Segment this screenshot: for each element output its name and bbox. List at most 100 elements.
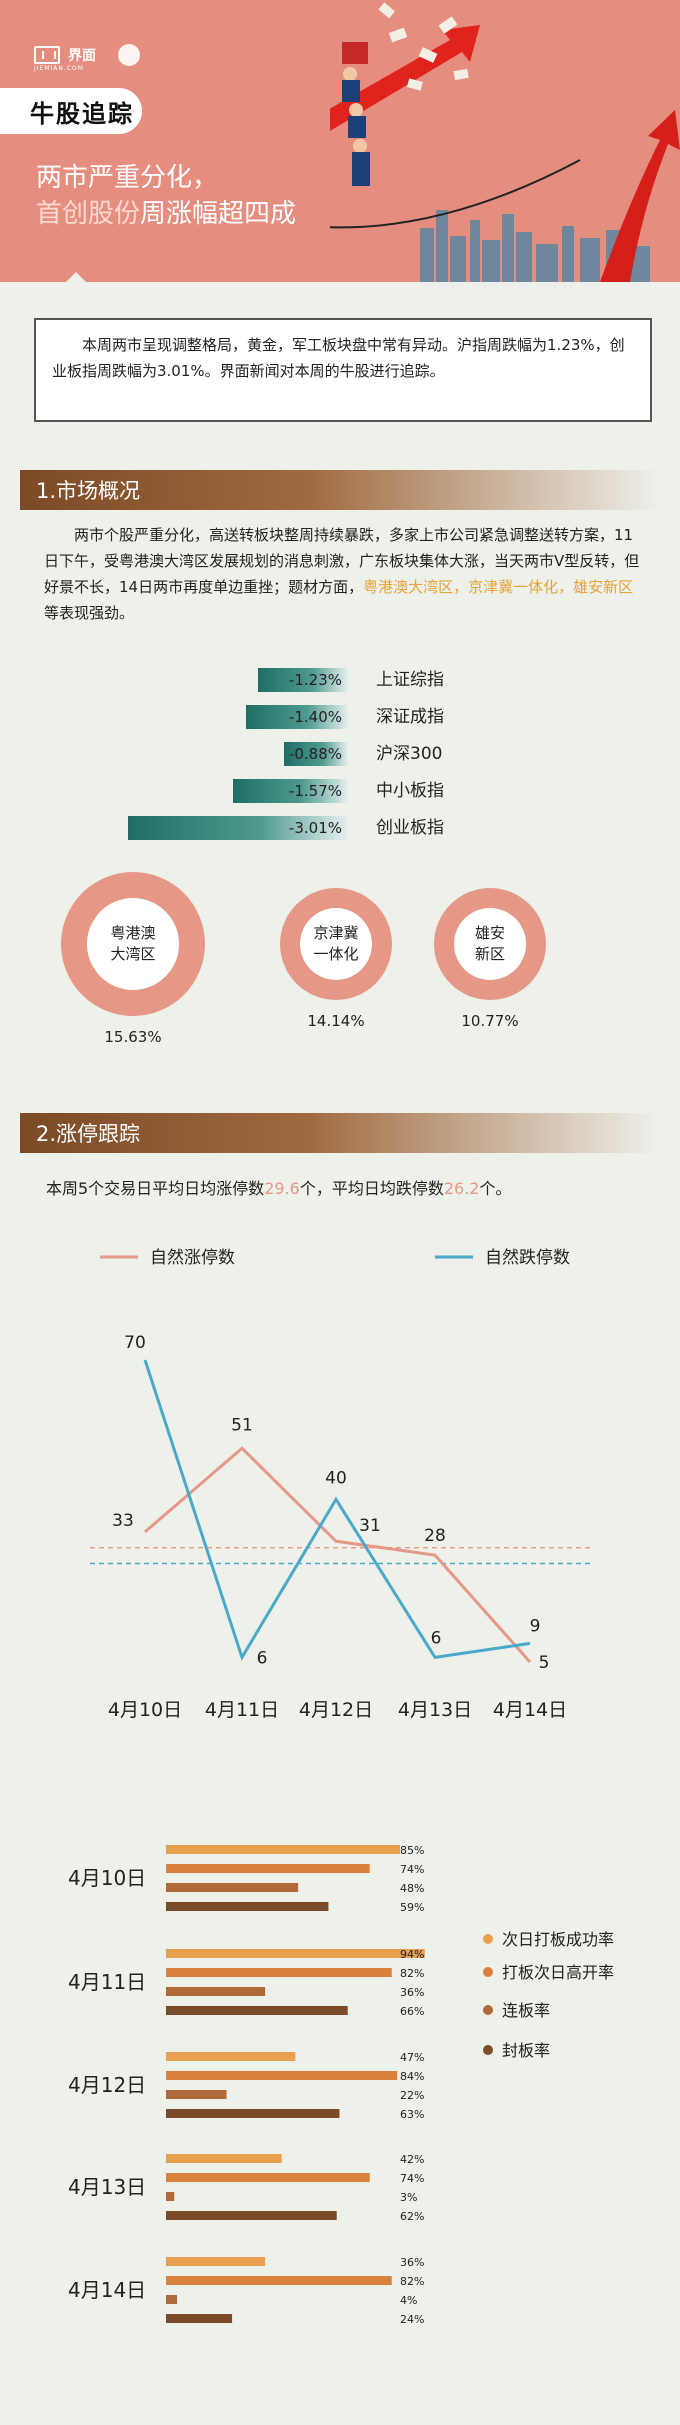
legend-dot-icon [483,1934,493,1944]
theme-donut-label: 京津冀 一体化 [300,908,372,980]
index-bar [128,816,348,840]
theme-name-line1: 京津冀 [313,924,359,942]
logo-text: 界面 [68,48,96,64]
headline-line2: 首创股份周涨幅超四成 [36,196,296,232]
rate-bar [166,2109,340,2118]
theme-gain-label: 14.14% [307,1012,365,1030]
category-label: 4月12日 [68,2073,146,2097]
limit-line-chart: 自然涨停数 自然跌停数 33 51 31 28 5 70 6 40 6 9 4月10日 4月11日 4月12… [90,1248,590,1721]
index-value-label: -0.88% [288,745,342,763]
avg-limit-up: 29.6 [264,1179,300,1198]
limit-down-data-label: 9 [530,1616,541,1636]
theme-name-line2: 新区 [474,945,505,963]
rate-bar [166,2295,178,2304]
section-title-limit: 2.涨停跟踪 [20,1113,660,1153]
index-bar [258,668,348,692]
rate-value-label: 36% [400,1986,424,1999]
x-tick-label: 4月11日 [205,1699,279,1721]
theme-donut: 粤港澳 大湾区 [61,872,205,1016]
limit-up-data-label: 28 [424,1526,446,1546]
limit-down-data-label: 6 [431,1628,442,1648]
jiemian-logo: 界面 JIEMIAN.COM [34,44,140,72]
rate-bar [166,1864,370,1873]
rate-value-label: 74% [400,2172,424,2185]
rate-bar [166,1883,299,1892]
rate-value-label: 74% [400,1863,424,1876]
index-value-label: -1.57% [288,782,342,800]
rate-bar [166,2006,348,2015]
rate-value-label: 59% [400,1901,424,1914]
acrobats-icon [342,42,370,186]
rising-arrow-icon [330,25,480,132]
index-bar [233,779,348,803]
limit-summary-a: 本周5个交易日平均日均涨停数 [46,1179,265,1198]
legend-label: 自然跌停数 [485,1248,570,1268]
theme-name-line1: 雄安 [474,924,505,942]
market-overview-text: 两市个股严重分化，高送转板块整周持续暴跌，多家上市公司紧急调整送转方案，11日下… [44,522,640,626]
section-title-market: 1.市场概况 [20,470,660,510]
index-value-label: -3.01% [288,819,342,837]
theme-donut-label: 雄安 新区 [454,908,526,980]
rate-value-label: 85% [400,1844,424,1857]
rate-bar [166,1902,329,1911]
legend-label: 打板次日高开率 [502,1963,614,1982]
rate-value-label: 4% [400,2294,417,2307]
rate-value-label: 36% [400,2256,424,2269]
x-tick-label: 4月14日 [493,1699,567,1721]
x-tick-label: 4月12日 [299,1699,373,1721]
index-value-label: -1.40% [288,708,342,726]
legend-dot-icon [483,1967,493,1977]
limit-rate-bar-chart: 4月10日 85% 74% 48% 59% 4月11日 94% 82% 36% 66% 4月12日 4… [68,1844,614,2326]
rate-value-label: 3% [400,2191,417,2204]
limit-down-data-label: 6 [257,1648,268,1668]
rate-bar [166,2154,282,2163]
app-badge-icon [118,44,140,66]
theme-donut: 雄安 新区 [434,888,546,1000]
rate-value-label: 94% [400,1948,424,1961]
index-value-label: -1.23% [288,671,342,689]
legend-label: 次日打板成功率 [502,1930,614,1949]
market-text-part1: 两市个股严重分化，高送转板块整周持续暴跌，多家上市公司紧急调整送转方案，11日下… [44,526,640,596]
header-illustration [330,2,680,282]
index-name-label: 创业板指 [376,818,444,838]
legend-dot-icon [483,2045,493,2055]
rate-bar [166,2257,266,2266]
rate-bar [166,2173,370,2182]
legend-dot-icon [483,2005,493,2015]
rate-value-label: 82% [400,1967,424,1980]
limit-down-data-label: 70 [124,1333,146,1353]
theme-name-line2: 一体化 [313,945,359,963]
rate-value-label: 82% [400,2275,424,2288]
rate-bar [166,2052,296,2061]
category-label: 4月13日 [68,2175,146,2199]
logo-icon [34,46,60,64]
market-text-highlight: 粤港澳大湾区，京津冀一体化，雄安新区 [363,578,634,596]
rate-value-label: 47% [400,2051,424,2064]
x-tick-label: 4月13日 [398,1699,472,1721]
legend-label: 自然涨停数 [150,1248,235,1268]
curved-arrow-icon [600,110,680,282]
index-name-label: 沪深300 [376,744,443,764]
index-bar [283,742,348,766]
limit-summary: 本周5个交易日平均日均涨停数29.6个，平均日均跌停数26.2个。 [46,1175,511,1199]
headline-rest: 周涨幅超四成 [140,199,297,229]
rate-bar [166,2090,227,2099]
theme-gain-label: 15.63% [104,1028,162,1046]
rate-value-label: 42% [400,2153,424,2166]
rate-value-label: 84% [400,2070,424,2083]
index-name-label: 上证综指 [376,670,444,690]
limit-up-line [144,1446,532,1663]
limit-up-data-label: 51 [231,1415,253,1435]
rate-value-label: 62% [400,2210,424,2223]
theme-name-line2: 大湾区 [110,945,156,963]
index-change-chart: -1.23% 上证综指 -1.40% 深证成指 -0.88% 沪深300 -1.57% 中小板… [0,660,680,880]
theme-donut: 京津冀 一体化 [280,888,392,1000]
limit-up-data-label: 31 [359,1516,381,1536]
rate-bar [166,2071,398,2080]
column-tag-label: 牛股追踪 [30,99,134,128]
header-notch [64,272,88,282]
logo-subtext: JIEMIAN.COM [34,65,84,72]
limit-down-data-label: 40 [325,1468,347,1488]
header-banner: 界面 JIEMIAN.COM 牛股追踪 [0,0,680,282]
rate-bar [166,2276,392,2285]
